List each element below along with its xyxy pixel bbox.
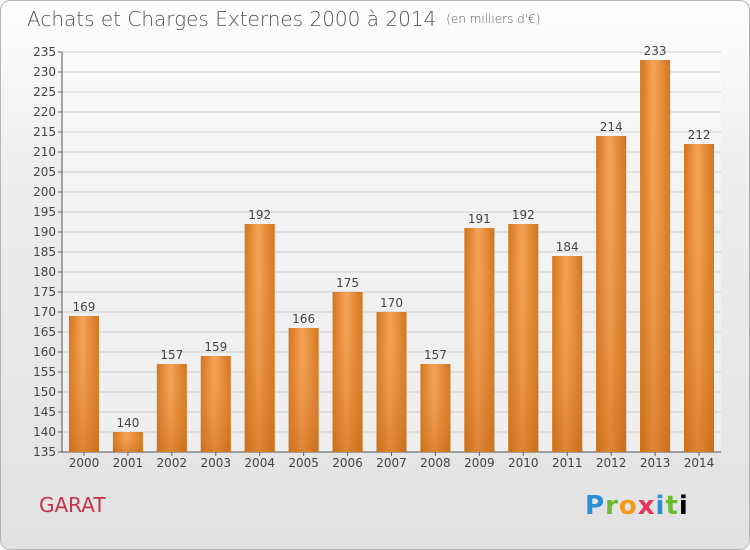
x-tick-label: 2014 [684, 456, 715, 470]
data-label: 184 [556, 240, 579, 254]
y-tick-label: 175 [33, 285, 56, 299]
chart-title: Achats et Charges Externes 2000 à 2014 (e… [27, 7, 540, 31]
y-tick-label: 160 [33, 345, 56, 359]
x-tick-label: 2001 [113, 456, 144, 470]
data-label: 175 [336, 276, 359, 290]
data-label: 140 [116, 416, 139, 430]
y-tick-label: 185 [33, 245, 56, 259]
bar-shade [112, 432, 143, 452]
commune-name: GARAT [39, 493, 106, 517]
bar-shade [68, 316, 99, 452]
bar-shade [596, 136, 627, 452]
bar-shade [244, 224, 275, 452]
bar-shade [156, 364, 187, 452]
y-tick-label: 220 [33, 105, 56, 119]
data-label: 192 [512, 208, 535, 222]
data-label: 169 [73, 300, 96, 314]
x-tick-label: 2002 [157, 456, 188, 470]
bar-shade [288, 328, 319, 452]
logo-letter: o [618, 491, 638, 521]
y-tick-label: 200 [33, 185, 56, 199]
data-label: 166 [292, 312, 315, 326]
data-label: 170 [380, 296, 403, 310]
y-tick-label: 190 [33, 225, 56, 239]
y-tick-label: 195 [33, 205, 56, 219]
data-label: 157 [424, 348, 447, 362]
y-tick-label: 180 [33, 265, 56, 279]
x-tick-label: 2009 [464, 456, 495, 470]
data-label: 159 [204, 340, 227, 354]
y-tick-label: 225 [33, 85, 56, 99]
y-tick-label: 170 [33, 305, 56, 319]
y-tick-label: 210 [33, 145, 56, 159]
y-tick-label: 205 [33, 165, 56, 179]
y-tick-label: 145 [33, 405, 56, 419]
y-tick-label: 150 [33, 385, 56, 399]
bar-shade [200, 356, 231, 452]
bar-shade [332, 292, 363, 452]
x-tick-label: 2000 [69, 456, 100, 470]
bar-shade [508, 224, 539, 452]
x-tick-label: 2012 [596, 456, 627, 470]
x-tick-label: 2013 [640, 456, 671, 470]
data-label: 214 [600, 120, 623, 134]
bar-shade [376, 312, 407, 452]
logo-letter: r [605, 491, 619, 521]
x-tick-label: 2008 [420, 456, 451, 470]
data-label: 233 [644, 44, 667, 58]
logo-letter: i [678, 491, 689, 521]
chart-unit: (en milliers d'€) [446, 12, 541, 26]
bar-shade [420, 364, 451, 452]
data-label: 212 [688, 128, 711, 142]
bar-shade [640, 60, 671, 452]
logo-letter: P [585, 491, 606, 521]
y-tick-label: 140 [33, 425, 56, 439]
data-label: 157 [160, 348, 183, 362]
logo-letter: t [665, 491, 679, 521]
proxiti-logo: Proxiti [585, 491, 689, 521]
y-tick-label: 155 [33, 365, 56, 379]
bar-shade [684, 144, 715, 452]
y-tick-label: 165 [33, 325, 56, 339]
x-tick-label: 2005 [288, 456, 319, 470]
logo-letter: x [637, 491, 656, 521]
x-tick-label: 2003 [200, 456, 231, 470]
x-tick-label: 2006 [332, 456, 363, 470]
chart-title-text: Achats et Charges Externes 2000 à 2014 [27, 7, 437, 31]
y-tick-label: 135 [33, 445, 56, 459]
bar-shade [552, 256, 583, 452]
y-tick-label: 215 [33, 125, 56, 139]
x-tick-label: 2007 [376, 456, 407, 470]
bar-shade [464, 228, 495, 452]
data-label: 191 [468, 212, 491, 226]
x-tick-label: 2004 [244, 456, 275, 470]
logo-letter: i [655, 491, 666, 521]
data-label: 192 [248, 208, 271, 222]
y-tick-label: 230 [33, 65, 56, 79]
x-tick-label: 2011 [552, 456, 583, 470]
y-tick-label: 235 [33, 45, 56, 59]
x-tick-label: 2010 [508, 456, 539, 470]
